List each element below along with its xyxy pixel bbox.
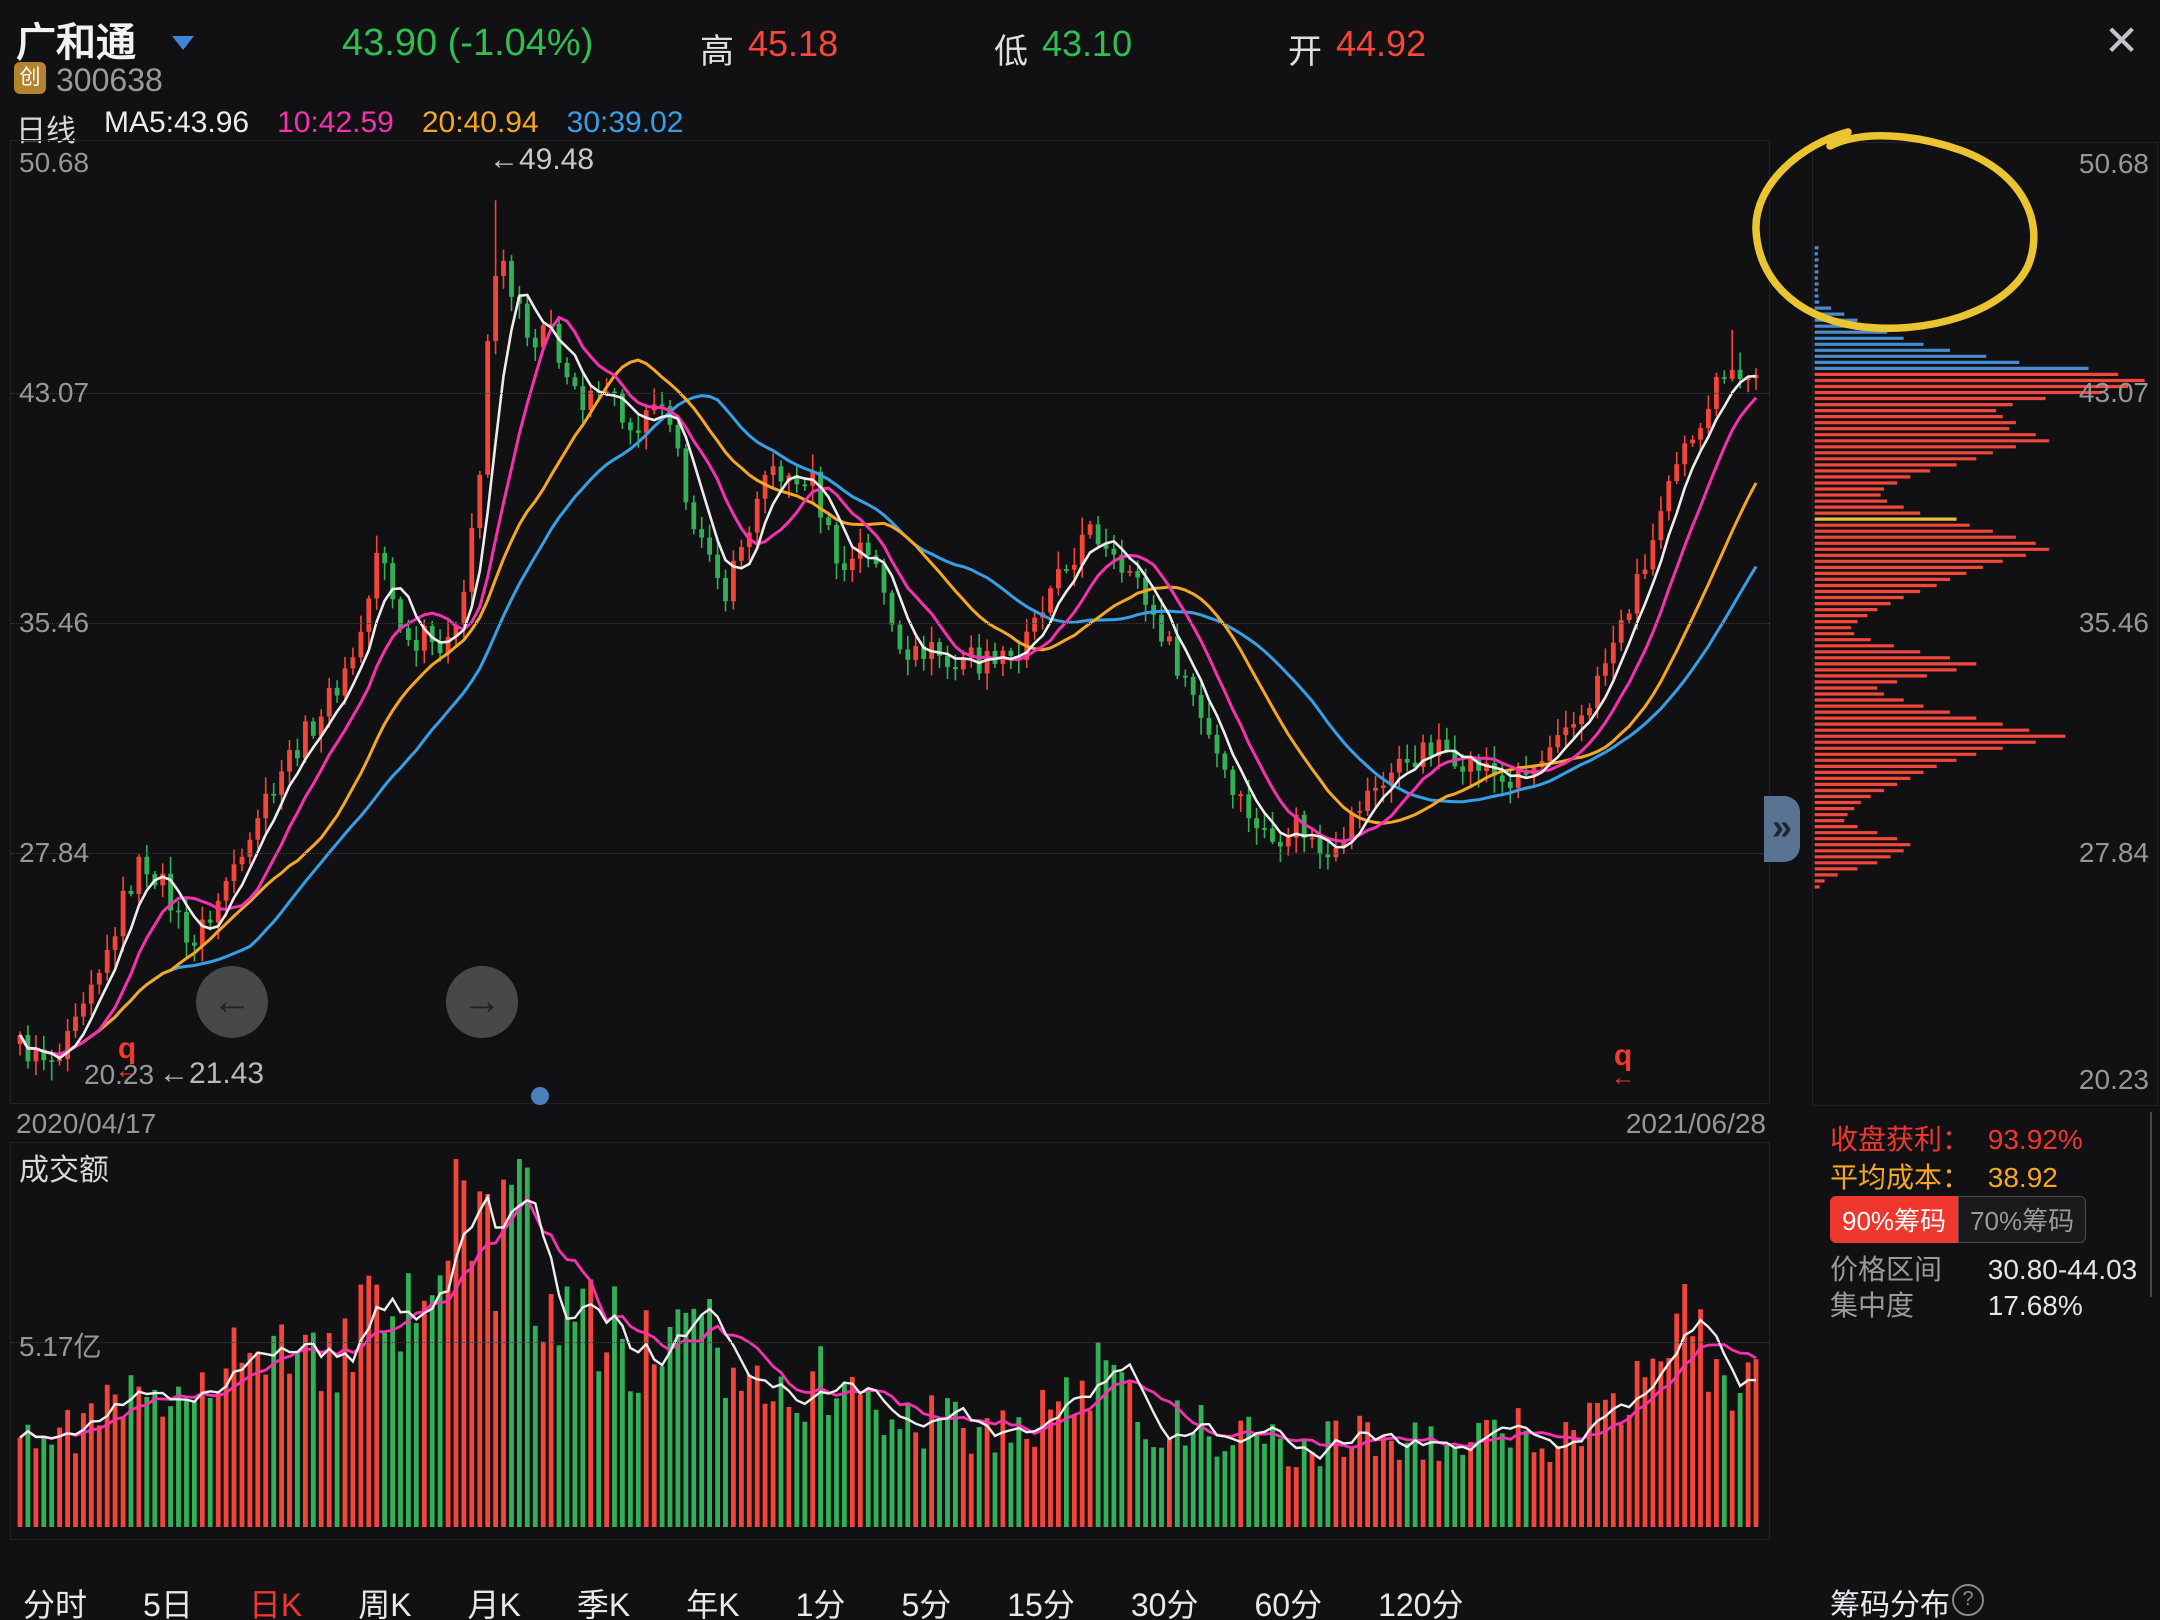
chip-panel-title: 筹码分布 bbox=[1830, 1589, 1950, 1620]
start-price-annotation: ←21.43 bbox=[159, 1057, 265, 1090]
expand-panel-handle[interactable]: » bbox=[1764, 796, 1800, 862]
y-tick: 35.46 bbox=[19, 607, 90, 638]
candlestick-svg bbox=[17, 200, 1759, 1081]
chip-y-tick: 50.68 bbox=[2078, 148, 2149, 179]
zoom-q-glyph: q bbox=[117, 1032, 137, 1065]
blue-dot-marker bbox=[531, 1087, 549, 1105]
y-tick: 27.84 bbox=[19, 837, 90, 868]
price-range-label: 价格区间 bbox=[1830, 1254, 1943, 1285]
chip-y-tick: 20.23 bbox=[2078, 1064, 2149, 1095]
y-tick: 20.23 bbox=[84, 1059, 155, 1090]
peak-annotation: ←49.48 bbox=[489, 143, 595, 176]
volume-gridline bbox=[11, 1342, 1769, 1343]
chevron-down-icon[interactable] bbox=[172, 36, 194, 50]
zoom-q-glyph: q bbox=[1613, 1039, 1633, 1072]
volume-chart[interactable]: 成交额 5.17亿 bbox=[10, 1142, 1770, 1540]
gridline-43 bbox=[11, 393, 1769, 394]
zoom-reset-icon-left[interactable]: q ← bbox=[115, 1034, 139, 1084]
chips-90-badge[interactable]: 90%筹码 bbox=[1830, 1196, 1959, 1243]
help-icon[interactable]: ? bbox=[1952, 1584, 1984, 1616]
volume-svg bbox=[17, 1159, 1759, 1527]
y-tick: 50.68 bbox=[19, 147, 90, 178]
period-label: 日线 bbox=[16, 115, 76, 148]
zoom-arrow-glyph: ← bbox=[1611, 1064, 1635, 1091]
volume-tick: 5.17亿 bbox=[19, 1331, 102, 1362]
tab-日K[interactable]: 日K bbox=[249, 1580, 302, 1620]
concentration-value: 17.68% bbox=[1987, 1290, 2083, 1321]
open-label: 开 bbox=[1288, 33, 1322, 71]
concentration-label: 集中度 bbox=[1830, 1290, 1915, 1321]
tab-年K[interactable]: 年K bbox=[686, 1587, 740, 1620]
tab-1分[interactable]: 1分 bbox=[795, 1587, 846, 1620]
avg-cost-label: 平均成本： bbox=[1830, 1162, 1971, 1193]
chip-y-tick: 43.07 bbox=[2078, 377, 2149, 408]
gridline-35 bbox=[11, 623, 1769, 624]
open-value: 44.92 bbox=[1336, 23, 1427, 64]
period-tab-bar: 分时 5日 日K 周K 月K 季K 年K 1分 5分 15分 30分 60分 120分 bbox=[0, 1580, 2160, 1620]
ma20-value: 20:40.94 bbox=[421, 106, 539, 139]
volume-title: 成交额 bbox=[19, 1154, 109, 1187]
ma10-value: 10:42.59 bbox=[277, 106, 394, 139]
tab-5分[interactable]: 5分 bbox=[901, 1587, 952, 1620]
high-value: 45.18 bbox=[748, 23, 839, 64]
stock-name[interactable]: 广和通 bbox=[16, 21, 136, 65]
date-start: 2020/04/17 bbox=[16, 1108, 157, 1139]
close-icon[interactable]: ✕ bbox=[2104, 17, 2140, 64]
current-price: 43.90 (-1.04%) bbox=[342, 22, 594, 64]
price-range-value: 30.80-44.03 bbox=[1987, 1254, 2138, 1285]
ma-legend: 日线 MA5:43.96 10:42.59 20:40.94 30:39.02 bbox=[16, 106, 683, 150]
tab-5日[interactable]: 5日 bbox=[143, 1587, 193, 1620]
gridline-27 bbox=[11, 853, 1769, 854]
y-tick: 43.07 bbox=[19, 377, 90, 408]
kline-chart[interactable]: 50.68 43.07 35.46 27.84 20.23 ←49.48 ←21… bbox=[10, 140, 1800, 1105]
chip-y-tick: 27.84 bbox=[2078, 837, 2149, 868]
chips-70-badge[interactable]: 70%筹码 bbox=[1958, 1196, 2087, 1243]
scrollbar[interactable] bbox=[2150, 1112, 2152, 1297]
tab-120分[interactable]: 120分 bbox=[1378, 1587, 1464, 1620]
date-end: 2021/06/28 bbox=[1625, 1108, 1766, 1139]
zoom-arrow-glyph: ← bbox=[115, 1057, 139, 1084]
ma30-value: 30:39.02 bbox=[566, 106, 684, 139]
tab-分时[interactable]: 分时 bbox=[23, 1587, 88, 1620]
tab-月K[interactable]: 月K bbox=[467, 1587, 521, 1620]
pan-right-button[interactable]: → bbox=[446, 966, 518, 1038]
stock-code: 300638 bbox=[56, 62, 163, 98]
chip-distribution-panel[interactable]: 50.68 43.07 35.46 27.84 20.23 bbox=[1812, 142, 2158, 1106]
zoom-reset-icon-right[interactable]: q ← bbox=[1611, 1041, 1635, 1091]
tab-15分[interactable]: 15分 bbox=[1007, 1587, 1075, 1620]
tab-周K[interactable]: 周K bbox=[358, 1587, 412, 1620]
high-label: 高 bbox=[700, 33, 734, 71]
tab-30分[interactable]: 30分 bbox=[1130, 1587, 1199, 1620]
chip-y-tick: 35.46 bbox=[2078, 607, 2149, 638]
tab-季K[interactable]: 季K bbox=[576, 1587, 631, 1620]
tab-60分[interactable]: 60分 bbox=[1254, 1587, 1323, 1620]
avg-cost-value: 38.92 bbox=[1987, 1162, 2058, 1193]
low-label: 低 bbox=[994, 33, 1028, 71]
ma5-value: MA5:43.96 bbox=[104, 106, 250, 139]
profit-value: 93.92% bbox=[1987, 1124, 2083, 1155]
pan-left-button[interactable]: ← bbox=[196, 966, 268, 1038]
market-badge: 创 bbox=[14, 62, 46, 94]
profit-label: 收盘获利： bbox=[1830, 1124, 1971, 1155]
low-value: 43.10 bbox=[1042, 23, 1133, 64]
